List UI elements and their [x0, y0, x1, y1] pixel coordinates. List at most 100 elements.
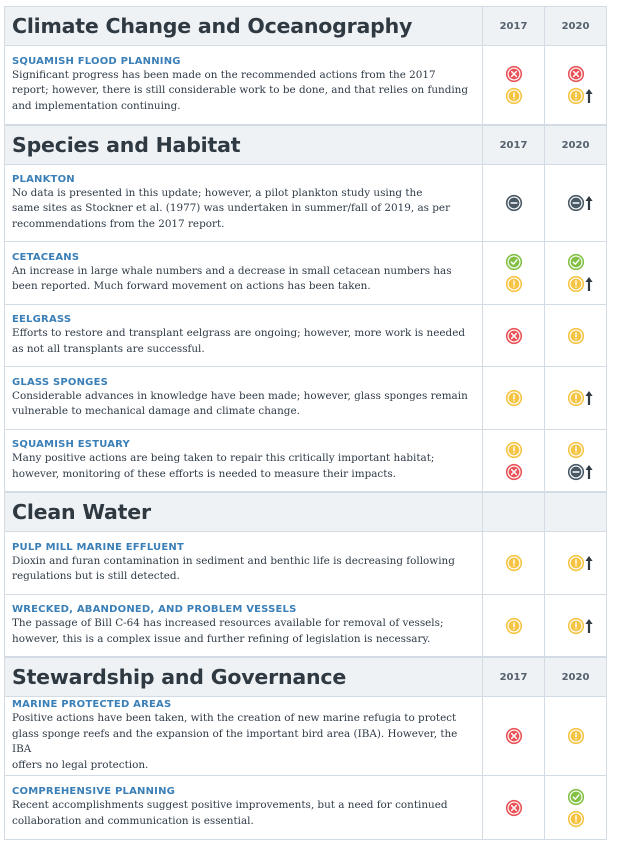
check-circle-icon	[567, 253, 584, 271]
status-indicator	[556, 441, 596, 459]
status-2017-cell	[482, 430, 544, 491]
indicator-description: Recent accomplishments suggest positive …	[12, 799, 448, 827]
status-indicator	[494, 441, 534, 459]
indicator-row: CETACEANS An increase in large whale numb…	[5, 242, 606, 305]
exclamation-circle-icon	[567, 727, 584, 745]
indicator-description: Significant progress has been made on th…	[12, 68, 469, 112]
year-header-first: 2017	[482, 126, 544, 164]
status-2017-cell	[482, 697, 544, 775]
status-indicator	[556, 389, 596, 407]
year-header-second: 2020	[544, 126, 606, 164]
status-indicator	[556, 87, 596, 105]
status-2020-cell	[544, 367, 606, 429]
indicator-text: MARINE PROTECTED AREAS Positive actions h…	[5, 697, 482, 775]
x-circle-icon	[505, 65, 522, 83]
status-indicator	[494, 253, 534, 271]
status-indicator	[494, 327, 534, 345]
section-header: Clean Water	[5, 492, 606, 532]
exclamation-circle-icon	[567, 389, 584, 407]
year-header-first: 2017	[482, 7, 544, 45]
status-2017-cell	[482, 242, 544, 304]
arrow-up-icon	[584, 464, 593, 479]
exclamation-circle-icon	[567, 554, 584, 572]
indicator-text: WRECKED, ABANDONED, AND PROBLEM VESSELS T…	[5, 595, 482, 656]
exclamation-circle-icon	[567, 87, 584, 105]
exclamation-circle-icon	[505, 389, 522, 407]
status-indicator	[494, 727, 534, 745]
status-2020-cell	[544, 697, 606, 775]
minus-circle-icon	[567, 194, 584, 212]
exclamation-circle-icon	[505, 87, 522, 105]
status-2020-cell	[544, 165, 606, 241]
indicator-title: CETACEANS	[12, 251, 80, 263]
indicator-row: GLASS SPONGES Considerable advances in kn…	[5, 367, 606, 430]
year-header-second	[544, 493, 606, 531]
check-circle-icon	[505, 253, 522, 271]
indicator-title: GLASS SPONGES	[12, 376, 108, 388]
year-header-first	[482, 493, 544, 531]
minus-circle-icon	[505, 194, 522, 212]
status-indicator	[494, 463, 534, 481]
status-2020-cell	[544, 532, 606, 594]
status-indicator	[556, 275, 596, 293]
indicator-description: Dioxin and furan contamination in sedime…	[12, 554, 455, 583]
status-2020-cell	[544, 242, 606, 304]
indicator-row: MARINE PROTECTED AREAS Positive actions h…	[5, 697, 606, 776]
status-indicator	[556, 617, 596, 635]
indicator-text: GLASS SPONGES Considerable advances in kn…	[5, 367, 482, 429]
section-header: Species and Habitat 2017 2020	[5, 125, 606, 165]
exclamation-circle-icon	[567, 327, 584, 344]
status-2020-cell	[544, 46, 606, 124]
status-indicator	[494, 194, 534, 212]
status-2020-cell	[544, 305, 606, 366]
status-2017-cell	[482, 165, 544, 241]
status-indicator	[556, 194, 596, 212]
status-indicator	[556, 463, 596, 481]
exclamation-circle-icon	[567, 810, 584, 827]
x-circle-icon	[505, 727, 522, 745]
year-header-second: 2020	[544, 7, 606, 45]
status-2017-cell	[482, 46, 544, 124]
status-indicator	[556, 554, 596, 572]
status-2017-cell	[482, 532, 544, 594]
indicator-row: SQUAMISH FLOOD PLANNING Significant progr…	[5, 46, 606, 125]
indicator-description: Considerable advances in knowledge have …	[12, 389, 468, 418]
section-title: Climate Change and Oceanography	[12, 14, 413, 38]
year-header-second: 2020	[544, 658, 606, 696]
status-indicator	[556, 788, 596, 806]
indicator-text: COMPREHENSIVE PLANNING Recent accomplishm…	[5, 776, 482, 839]
status-2017-cell	[482, 367, 544, 429]
indicator-title: PULP MILL MARINE EFFLUENT	[12, 541, 184, 553]
indicator-description: No data is presented in this update; how…	[12, 186, 451, 230]
indicator-title: EELGRASS	[12, 314, 72, 325]
exclamation-circle-icon	[567, 617, 584, 634]
indicator-row: COMPREHENSIVE PLANNING Recent accomplishm…	[5, 776, 606, 840]
report-card-table: Climate Change and Oceanography 2017 2020 S…	[4, 6, 607, 840]
indicator-description: An increase in large whale numbers and a…	[12, 264, 452, 293]
status-2020-cell	[544, 595, 606, 656]
x-circle-icon	[505, 327, 522, 344]
status-2017-cell	[482, 776, 544, 839]
arrow-up-icon	[584, 196, 593, 210]
indicator-title: SQUAMISH ESTUARY	[12, 439, 130, 450]
exclamation-circle-icon	[505, 275, 522, 293]
year-header-first: 2017	[482, 658, 544, 696]
status-indicator	[494, 87, 534, 105]
indicator-row: PLANKTON No data is presented in this upd…	[5, 165, 606, 242]
indicator-row: SQUAMISH ESTUARY Many positive actions ar…	[5, 430, 606, 492]
status-2017-cell	[482, 305, 544, 366]
indicator-description: Many positive actions are being taken to…	[12, 452, 435, 480]
section-header: Stewardship and Governance 2017 2020	[5, 657, 606, 697]
status-indicator	[494, 799, 534, 817]
indicator-text: EELGRASS Efforts to restore and transplan…	[5, 305, 482, 366]
indicator-row: EELGRASS Efforts to restore and transplan…	[5, 305, 606, 367]
arrow-up-icon	[584, 277, 593, 291]
arrow-up-icon	[584, 618, 593, 633]
indicator-title: COMPREHENSIVE PLANNING	[12, 786, 176, 797]
arrow-up-icon	[584, 556, 593, 570]
indicator-text: SQUAMISH FLOOD PLANNING Significant progr…	[5, 46, 482, 124]
indicator-text: SQUAMISH ESTUARY Many positive actions ar…	[5, 430, 482, 491]
indicator-text: PULP MILL MARINE EFFLUENT Dioxin and fura…	[5, 532, 482, 594]
arrow-up-icon	[584, 89, 593, 103]
section-title: Species and Habitat	[12, 133, 241, 157]
